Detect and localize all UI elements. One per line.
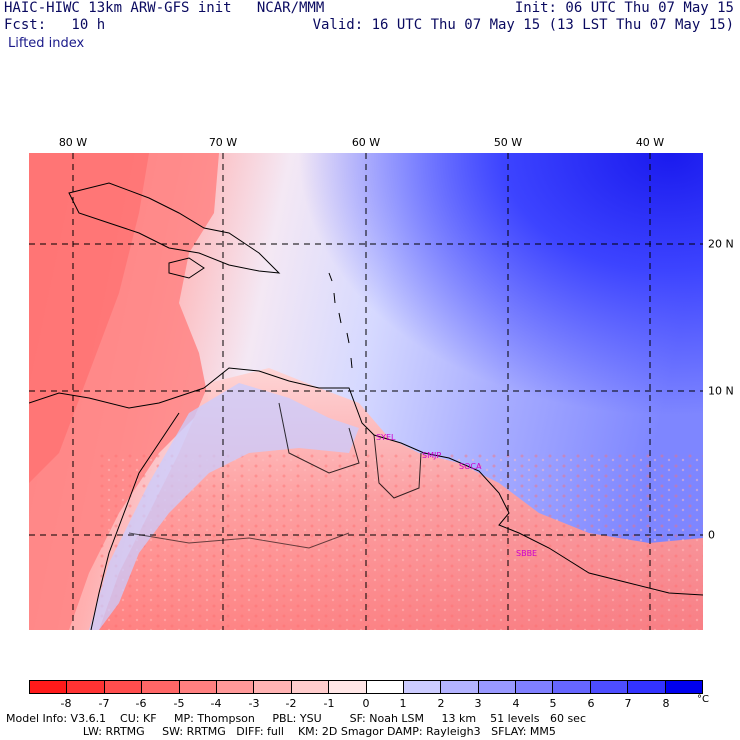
cb-tick: -1 xyxy=(323,697,335,710)
colorbar-segment xyxy=(553,681,591,693)
colorbar-segment xyxy=(291,681,330,693)
colorbar-segment xyxy=(516,681,554,693)
lifted-index-colorbar xyxy=(29,680,703,694)
lon-label-40w: 40 W xyxy=(635,136,665,149)
colorbar-segment xyxy=(628,681,666,693)
colorbar-segment xyxy=(179,681,217,693)
colorbar-segment xyxy=(142,681,180,693)
field-name: Lifted index xyxy=(8,36,85,51)
cb-tick: -7 xyxy=(98,697,110,710)
cb-tick: 6 xyxy=(587,697,595,710)
colorbar-segment xyxy=(67,681,105,693)
colorbar-unit: °C xyxy=(697,694,709,705)
cb-tick: 1 xyxy=(399,697,407,710)
cb-tick: -5 xyxy=(173,697,185,710)
colorbar-segment xyxy=(441,681,479,693)
colorbar-segment xyxy=(104,681,143,693)
colorbar-segment xyxy=(403,681,442,693)
cb-tick: 8 xyxy=(662,697,670,710)
valid-time: Valid: 16 UTC Thu 07 May 15 (13 LST Thu … xyxy=(312,17,734,33)
model-info-line1: Model Info: V3.6.1 CU: KF MP: Thompson P… xyxy=(6,712,586,725)
station-syel: SYEL xyxy=(376,433,396,442)
colorbar-segment xyxy=(216,681,255,693)
lat-label-0: 0 xyxy=(708,528,715,542)
lon-label-70w: 70 W xyxy=(208,136,238,149)
colorbar-segment xyxy=(329,681,367,693)
station-soca: SOCA xyxy=(459,462,482,471)
cb-tick: -8 xyxy=(60,697,72,710)
cb-tick: -3 xyxy=(248,697,260,710)
cb-tick: -4 xyxy=(210,697,222,710)
cb-tick: -6 xyxy=(135,697,147,710)
colorbar-segment xyxy=(254,681,292,693)
colorbar-segment xyxy=(30,681,68,693)
station-smjp: SMJP xyxy=(422,451,441,460)
cb-tick: -2 xyxy=(285,697,297,710)
cb-tick: 7 xyxy=(624,697,632,710)
lon-label-50w: 50 W xyxy=(493,136,523,149)
cb-tick: 0 xyxy=(362,697,370,710)
cb-tick: 3 xyxy=(474,697,482,710)
lat-label-20n: 20 N xyxy=(708,237,734,251)
cb-tick: 2 xyxy=(437,697,445,710)
colorbar-segment xyxy=(478,681,517,693)
model-title: HAIC-HIWC 13km ARW-GFS init NCAR/MMM xyxy=(4,0,325,16)
colorbar-segment xyxy=(665,681,703,693)
model-info-line2: LW: RRTMG SW: RRTMG DIFF: full KM: 2D Sm… xyxy=(6,725,556,738)
lon-label-60w: 60 W xyxy=(351,136,381,149)
lifted-index-map: SYEL SMJP SOCA SBBE xyxy=(29,153,703,630)
init-time: Init: 06 UTC Thu 07 May 15 xyxy=(514,0,734,16)
station-sbbe: SBBE xyxy=(516,549,537,558)
cb-tick: 4 xyxy=(512,697,520,710)
lat-label-10n: 10 N xyxy=(708,384,734,398)
cb-tick: 5 xyxy=(549,697,557,710)
lon-label-80w: 80 W xyxy=(58,136,88,149)
forecast-hour: Fcst: 10 h xyxy=(4,17,106,33)
colorbar-segment xyxy=(366,681,404,693)
colorbar-segment xyxy=(590,681,629,693)
